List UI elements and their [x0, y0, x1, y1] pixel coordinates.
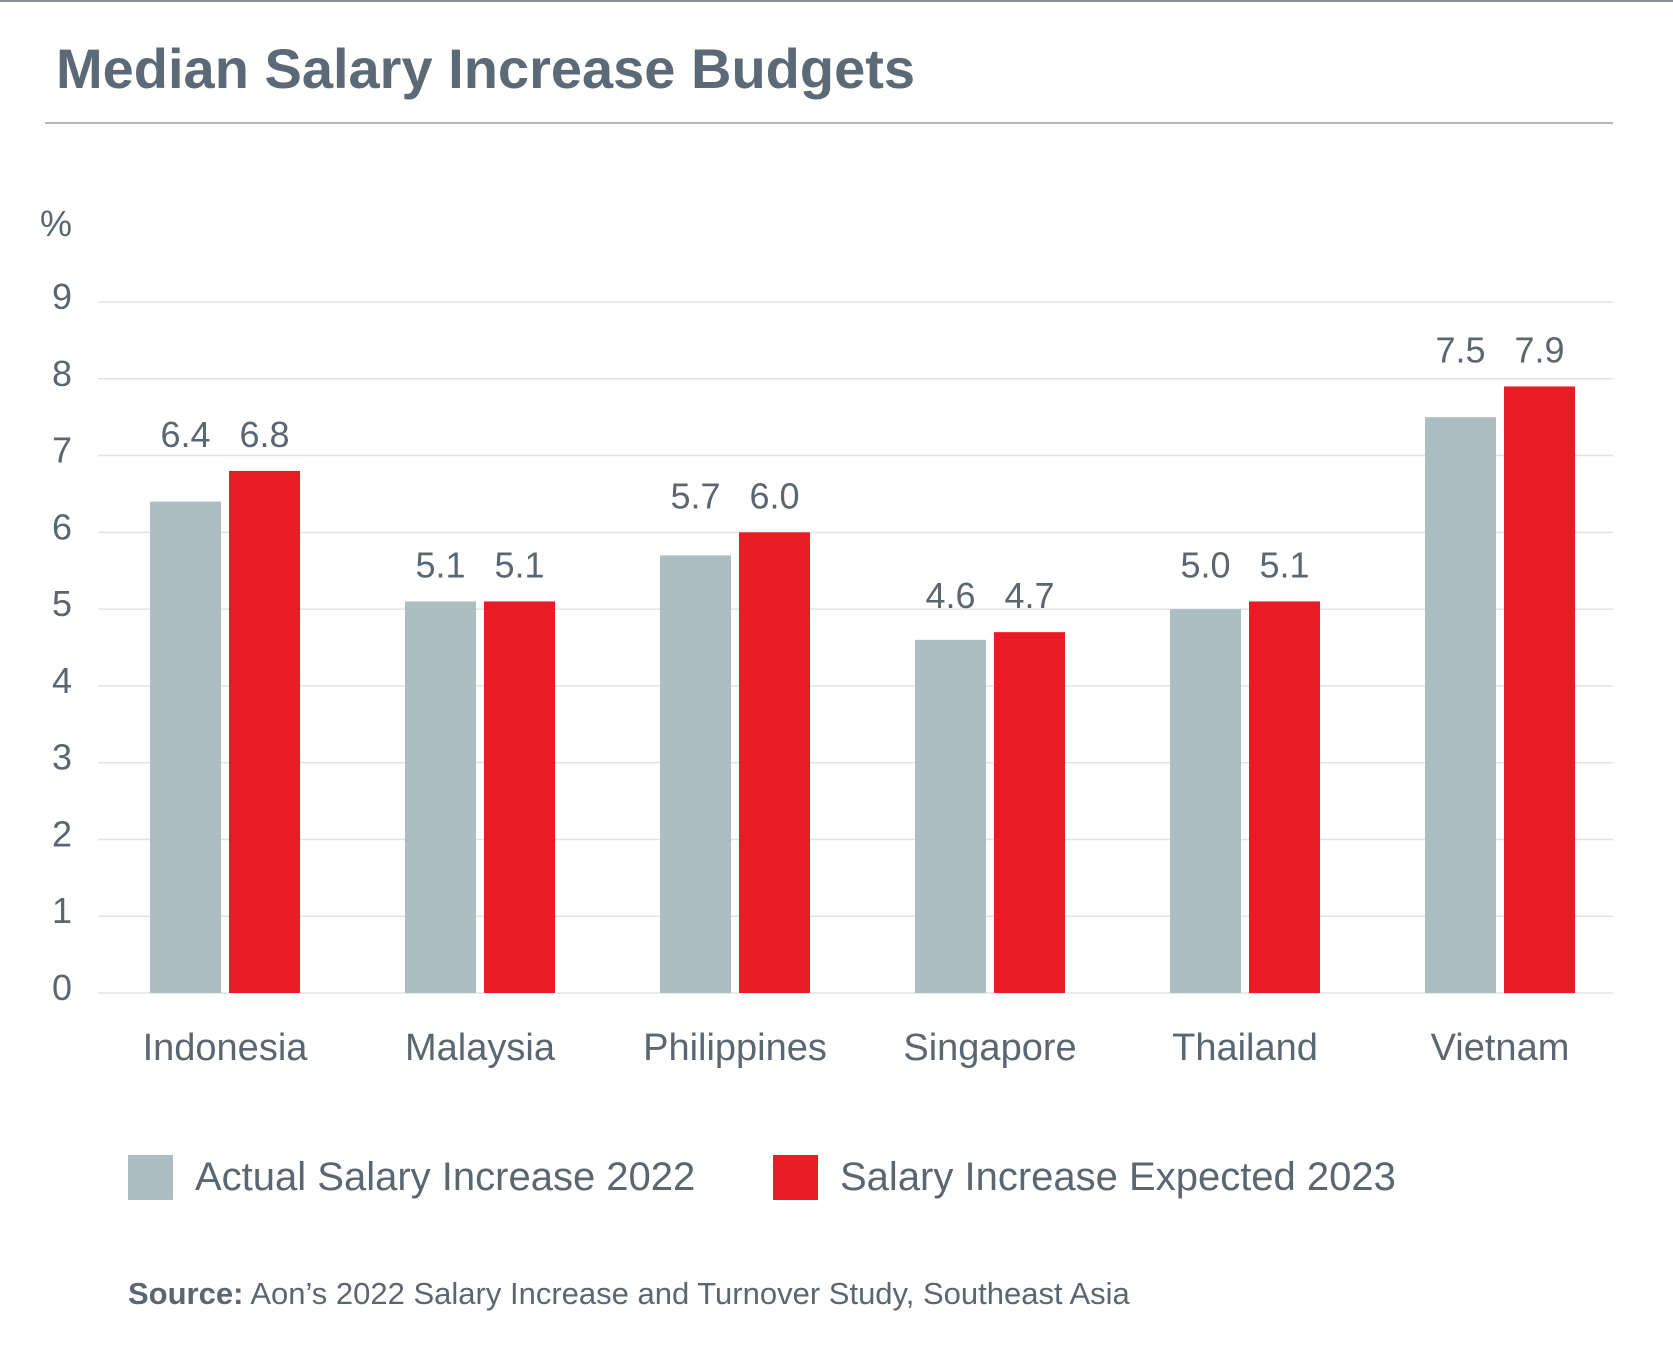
category-label: Indonesia: [143, 1027, 309, 1069]
y-tick-label: 0: [52, 967, 72, 1008]
legend-item-2022: Actual Salary Increase 2022: [128, 1155, 695, 1200]
source-text: Aon’s 2022 Salary Increase and Turnover …: [243, 1276, 1130, 1311]
legend-swatch-2022: [128, 1155, 173, 1200]
bars: [150, 386, 1575, 994]
legend-swatch-2023: [773, 1155, 818, 1200]
gridlines: [98, 301, 1613, 994]
bar-philippines-2023: [739, 532, 810, 993]
bar-thailand-2022: [1170, 609, 1241, 993]
source-note: Source: Aon’s 2022 Salary Increase and T…: [128, 1276, 1130, 1312]
legend-label-2022: Actual Salary Increase 2022: [195, 1155, 696, 1199]
top-border: [0, 0, 1673, 2]
legend-item-2023: Salary Increase Expected 2023: [773, 1155, 1396, 1200]
y-tick-label: 8: [52, 353, 72, 394]
y-tick-label: 3: [52, 737, 72, 778]
source-prefix: Source:: [128, 1276, 244, 1311]
bar-vietnam-2022: [1425, 417, 1496, 994]
y-tick-label: 7: [52, 430, 72, 471]
data-labels: 6.4 6.8 5.1 5.1 5.7 6.0 4.6 4.7 5.0 5.1 7.5 7.9: [160, 329, 1564, 616]
data-label: 5.1: [494, 544, 544, 585]
title-divider: [45, 122, 1613, 124]
category-label: Philippines: [643, 1027, 827, 1069]
bar-singapore-2023: [994, 632, 1065, 993]
y-tick-label: 2: [52, 813, 72, 854]
data-label: 6.0: [749, 475, 799, 516]
y-tick-label: 5: [52, 583, 72, 624]
category-label: Thailand: [1172, 1027, 1318, 1069]
data-label: 5.1: [415, 544, 465, 585]
data-label: 7.5: [1435, 329, 1485, 370]
bar-indonesia-2022: [150, 501, 221, 993]
category-label: Singapore: [903, 1027, 1076, 1069]
bar-philippines-2022: [660, 555, 731, 993]
category-label: Malaysia: [405, 1027, 556, 1069]
data-label: 4.6: [925, 575, 975, 616]
bar-indonesia-2023: [229, 470, 300, 993]
y-axis-ticks: 0 1 2 3 4 5 6 7 8 9: [52, 276, 72, 1008]
data-label: 5.0: [1180, 544, 1230, 585]
bar-thailand-2023: [1249, 601, 1320, 993]
x-axis-categories: Indonesia Malaysia Philippines Singapore Tha…: [143, 1027, 1570, 1069]
chart-title: Median Salary Increase Budgets: [56, 37, 916, 100]
category-label: Vietnam: [1431, 1027, 1570, 1069]
legend-label-2023: Salary Increase Expected 2023: [840, 1155, 1396, 1199]
bar-vietnam-2023: [1504, 386, 1575, 993]
y-tick-label: 1: [52, 890, 72, 931]
data-label: 6.4: [160, 414, 210, 455]
bar-malaysia-2023: [484, 601, 555, 993]
data-label: 4.7: [1004, 575, 1054, 616]
y-tick-label: 9: [52, 276, 72, 317]
data-label: 5.7: [670, 475, 720, 516]
y-tick-label: 6: [52, 506, 72, 547]
data-label: 5.1: [1259, 544, 1309, 585]
data-label: 7.9: [1514, 329, 1564, 370]
data-label: 6.8: [239, 414, 289, 455]
bar-malaysia-2022: [405, 601, 476, 993]
bar-singapore-2022: [915, 639, 986, 993]
y-axis-unit-label: %: [40, 203, 72, 244]
y-tick-label: 4: [52, 660, 72, 701]
